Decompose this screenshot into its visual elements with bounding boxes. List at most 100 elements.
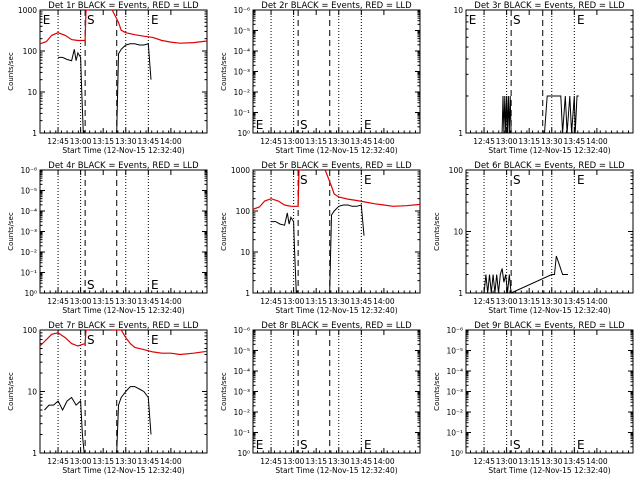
y-axis-label: Counts/sec — [433, 212, 441, 251]
x-tick-label: 14:00 — [586, 457, 608, 466]
interval-marker: E — [151, 13, 159, 27]
interval-marker: E — [364, 118, 372, 132]
y-tick-label: 10⁻¹ — [20, 269, 37, 278]
x-axis-label: Start Time (12-Nov-15 12:32:40) — [488, 306, 610, 315]
x-tick-label: 13:30 — [328, 297, 350, 306]
y-tick-label: 10 — [240, 248, 250, 257]
plot-frame — [465, 9, 634, 134]
y-tick-label: 10⁻⁵ — [233, 27, 250, 36]
x-axis-label: Start Time (12-Nov-15 12:32:40) — [488, 466, 610, 475]
interval-marker: S — [300, 173, 308, 187]
y-tick-label: 10⁻¹ — [233, 429, 250, 438]
x-tick-label: 14:00 — [160, 297, 182, 306]
x-tick-label: 13:45 — [351, 137, 373, 146]
interval-marker: E — [151, 278, 159, 292]
x-tick-label: 13:45 — [138, 457, 160, 466]
interval-marker: E — [364, 438, 372, 452]
y-tick-label: 10⁰ — [450, 449, 463, 458]
y-tick-label: 10⁻² — [20, 248, 37, 257]
x-tick-label: 12:45 — [260, 457, 282, 466]
x-tick-label: 13:15 — [92, 297, 114, 306]
x-tick-label: 12:45 — [47, 457, 69, 466]
x-tick-label: 13:00 — [496, 137, 518, 146]
x-tick-label: 13:45 — [564, 297, 586, 306]
x-axis-label: Start Time (12-Nov-15 12:32:40) — [275, 146, 397, 155]
x-tick-label: 13:30 — [541, 297, 563, 306]
y-tick-label: 10 — [27, 388, 37, 397]
x-tick-label: 13:00 — [70, 297, 92, 306]
y-axis-label: Counts/sec — [220, 372, 228, 411]
x-axis-label: Start Time (12-Nov-15 12:32:40) — [488, 146, 610, 155]
x-tick-label: 12:45 — [47, 137, 69, 146]
x-tick-label: 13:00 — [283, 297, 305, 306]
y-tick-label: 10⁻⁶ — [446, 326, 463, 335]
x-tick-label: 13:15 — [92, 457, 114, 466]
x-axis-label: Start Time (12-Nov-15 12:32:40) — [62, 306, 184, 315]
y-tick-label: 10⁻³ — [233, 388, 250, 397]
y-tick-label: 100 — [449, 166, 464, 175]
x-tick-label: 13:00 — [283, 137, 305, 146]
interval-marker: E — [151, 333, 159, 347]
panel-9: Det 9r BLACK = Events, RED = LLD Counts/s… — [433, 321, 634, 475]
y-axis-label: Counts/sec — [7, 372, 15, 411]
panel-title: Det 3r BLACK = Events, RED = LLD — [474, 1, 625, 11]
x-tick-label: 13:00 — [70, 457, 92, 466]
events-series-line — [58, 43, 152, 134]
x-tick-label: 13:45 — [564, 457, 586, 466]
x-tick-label: 13:15 — [518, 457, 540, 466]
x-tick-label: 12:45 — [473, 137, 495, 146]
x-tick-label: 13:30 — [115, 297, 137, 306]
y-axis-label: Counts/sec — [7, 52, 15, 91]
y-tick-label: 10⁻⁵ — [20, 187, 37, 196]
x-tick-label: 12:45 — [47, 297, 69, 306]
y-tick-label: 10⁻⁴ — [20, 207, 37, 216]
x-tick-label: 13:00 — [496, 297, 518, 306]
x-tick-label: 13:00 — [70, 137, 92, 146]
interval-marker: E — [577, 13, 585, 27]
x-tick-label: 14:00 — [586, 137, 608, 146]
y-tick-label: 1 — [458, 289, 463, 298]
interval-marker: S — [513, 173, 521, 187]
y-tick-label: 10⁻³ — [233, 68, 250, 77]
interval-marker: S — [300, 438, 308, 452]
panel-3: Det 3r BLACK = Events, RED = LLD 1 10 12:45… — [453, 1, 634, 155]
lld-series-line — [39, 9, 208, 45]
x-tick-label: 13:30 — [541, 457, 563, 466]
y-axis-label: Counts/sec — [7, 212, 15, 251]
y-axis-label: Counts/sec — [433, 372, 441, 411]
x-tick-label: 14:00 — [160, 137, 182, 146]
y-tick-label: 1 — [32, 449, 37, 458]
y-tick-label: 10⁻⁵ — [446, 347, 463, 356]
y-tick-label: 10⁰ — [24, 289, 37, 298]
x-tick-label: 13:45 — [351, 457, 373, 466]
panel-title: Det 9r BLACK = Events, RED = LLD — [474, 321, 625, 331]
y-tick-label: 10⁻⁶ — [233, 326, 250, 335]
y-tick-label: 1 — [32, 129, 37, 138]
x-tick-label: 14:00 — [586, 297, 608, 306]
panel-8: Det 8r BLACK = Events, RED = LLD Counts/s… — [220, 321, 421, 475]
lld-series-line — [39, 329, 208, 356]
x-tick-label: 13:30 — [328, 137, 350, 146]
y-tick-label: 1 — [458, 129, 463, 138]
x-tick-label: 13:45 — [351, 297, 373, 306]
y-tick-label: 100 — [23, 326, 38, 335]
x-axis-label: Start Time (12-Nov-15 12:32:40) — [62, 466, 184, 475]
panel-1: Det 1r BLACK = Events, RED = LLD Counts/s… — [7, 1, 208, 155]
plot-frame — [252, 329, 421, 454]
y-tick-label: 10⁻² — [233, 408, 250, 417]
x-tick-label: 12:45 — [260, 137, 282, 146]
panel-title: Det 5r BLACK = Events, RED = LLD — [261, 161, 412, 171]
x-tick-label: 13:30 — [115, 457, 137, 466]
y-tick-label: 10⁻⁶ — [20, 166, 37, 175]
x-tick-label: 13:15 — [518, 137, 540, 146]
y-axis-label: Counts/sec — [220, 212, 228, 251]
y-tick-label: 10⁻⁵ — [233, 347, 250, 356]
plot-frame — [465, 329, 634, 454]
x-axis-label: Start Time (12-Nov-15 12:32:40) — [275, 306, 397, 315]
y-tick-label: 10⁰ — [237, 129, 250, 138]
panel-4: Det 4r BLACK = Events, RED = LLD Counts/s… — [7, 161, 208, 315]
y-tick-label: 10 — [27, 88, 37, 97]
interval-marker: S — [87, 278, 95, 292]
